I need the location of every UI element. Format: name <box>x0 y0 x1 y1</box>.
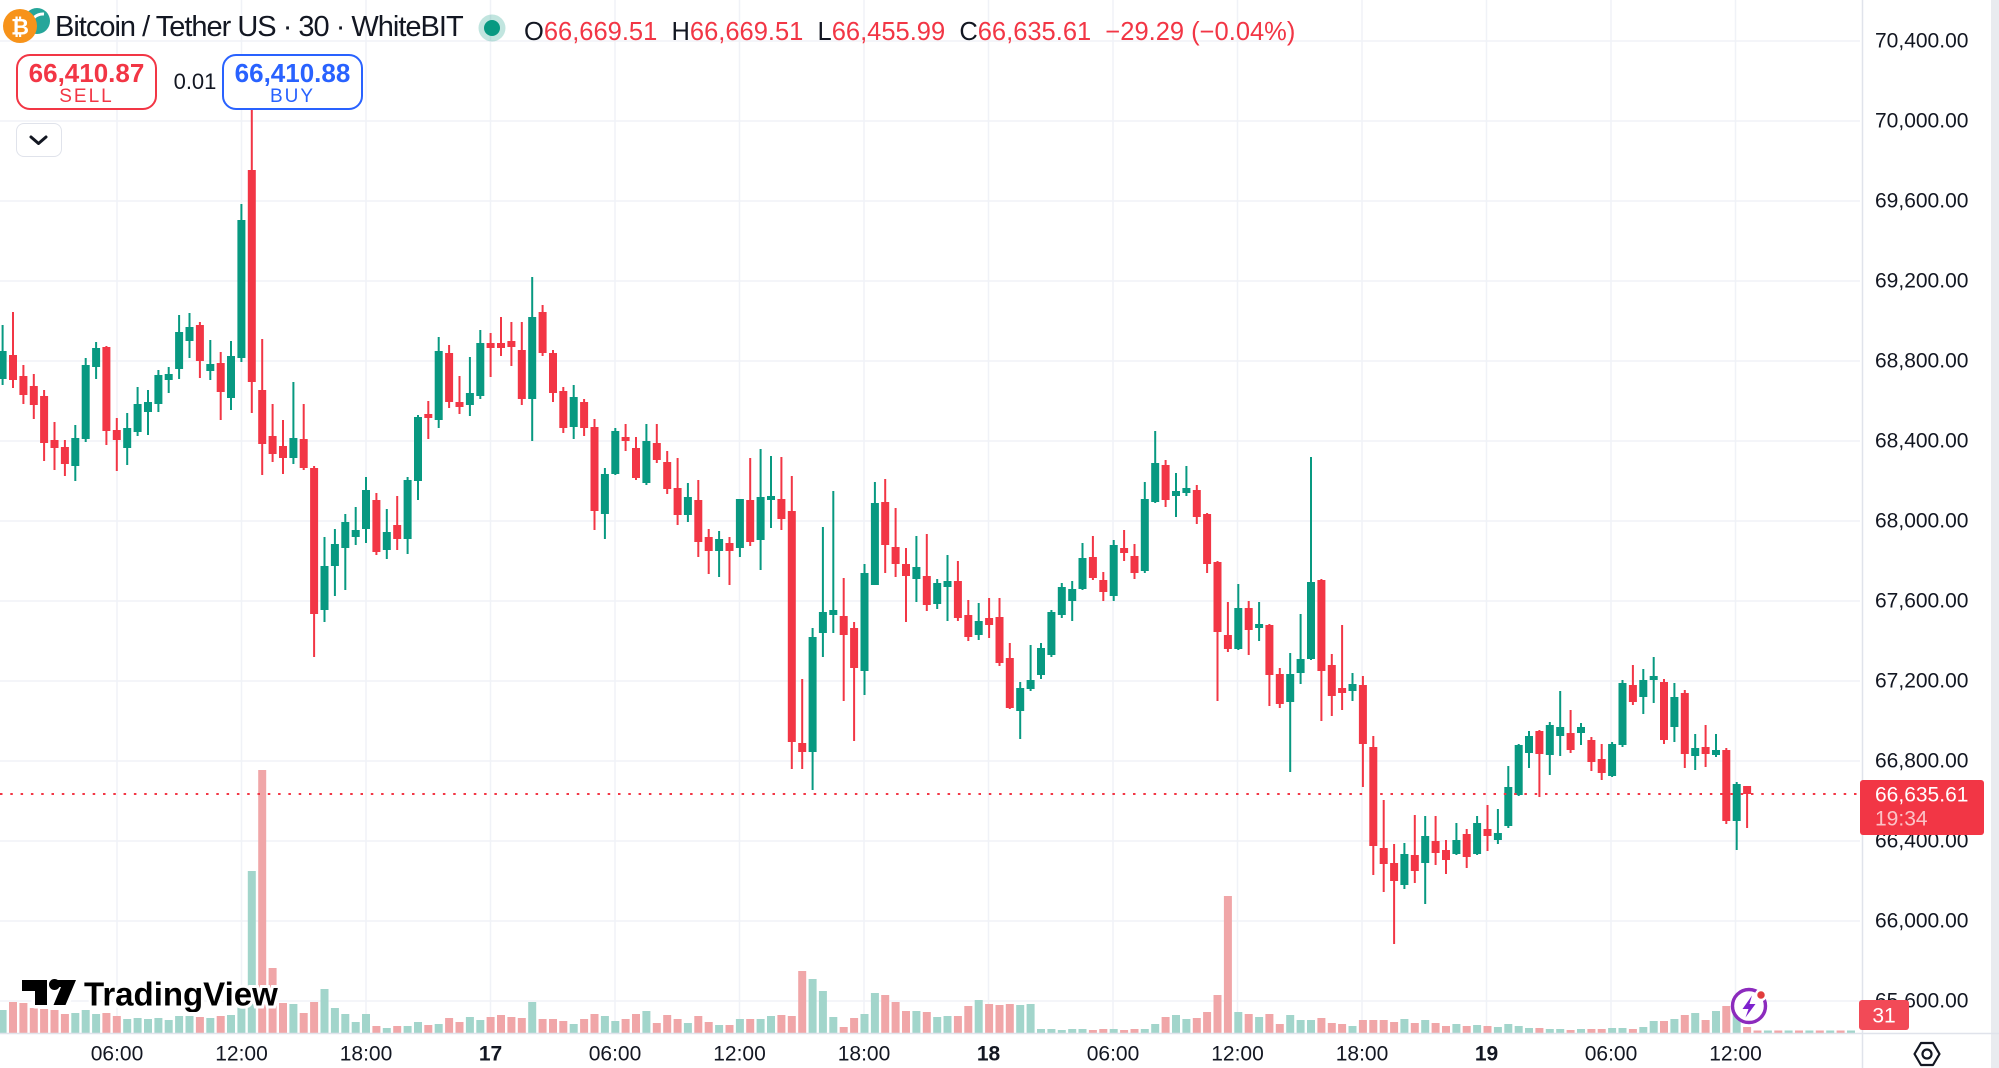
svg-text:12:00: 12:00 <box>1709 1043 1762 1066</box>
svg-text:66,635.61: 66,635.61 <box>1875 784 1968 807</box>
svg-text:₿: ₿ <box>11 15 29 40</box>
svg-text:67,600.00: 67,600.00 <box>1875 590 1968 613</box>
svg-text:19: 19 <box>1475 1043 1498 1066</box>
svg-text:31: 31 <box>1872 1005 1895 1028</box>
svg-text:68,800.00: 68,800.00 <box>1875 350 1968 373</box>
svg-text:69,200.00: 69,200.00 <box>1875 270 1968 293</box>
svg-text:67,200.00: 67,200.00 <box>1875 670 1968 693</box>
svg-text:06:00: 06:00 <box>1087 1043 1140 1066</box>
svg-text:68,400.00: 68,400.00 <box>1875 430 1968 453</box>
svg-text:66,400.00: 66,400.00 <box>1875 830 1968 853</box>
svg-text:66,000.00: 66,000.00 <box>1875 910 1968 933</box>
svg-text:68,000.00: 68,000.00 <box>1875 510 1968 533</box>
svg-text:18: 18 <box>977 1043 1001 1066</box>
svg-text:17: 17 <box>479 1043 502 1066</box>
svg-text:06:00: 06:00 <box>589 1043 642 1066</box>
svg-text:12:00: 12:00 <box>215 1043 268 1066</box>
svg-text:12:00: 12:00 <box>1211 1043 1264 1066</box>
svg-text:12:00: 12:00 <box>713 1043 766 1066</box>
svg-text:06:00: 06:00 <box>91 1043 144 1066</box>
svg-text:TradingView: TradingView <box>84 976 278 1013</box>
svg-text:18:00: 18:00 <box>1336 1043 1389 1066</box>
svg-text:18:00: 18:00 <box>340 1043 393 1066</box>
svg-text:06:00: 06:00 <box>1585 1043 1638 1066</box>
svg-text:69,600.00: 69,600.00 <box>1875 190 1968 213</box>
svg-text:70,400.00: 70,400.00 <box>1875 30 1968 53</box>
svg-text:66,800.00: 66,800.00 <box>1875 750 1968 773</box>
svg-text:18:00: 18:00 <box>838 1043 891 1066</box>
svg-text:70,000.00: 70,000.00 <box>1875 110 1968 133</box>
svg-text:19:34: 19:34 <box>1875 808 1928 831</box>
